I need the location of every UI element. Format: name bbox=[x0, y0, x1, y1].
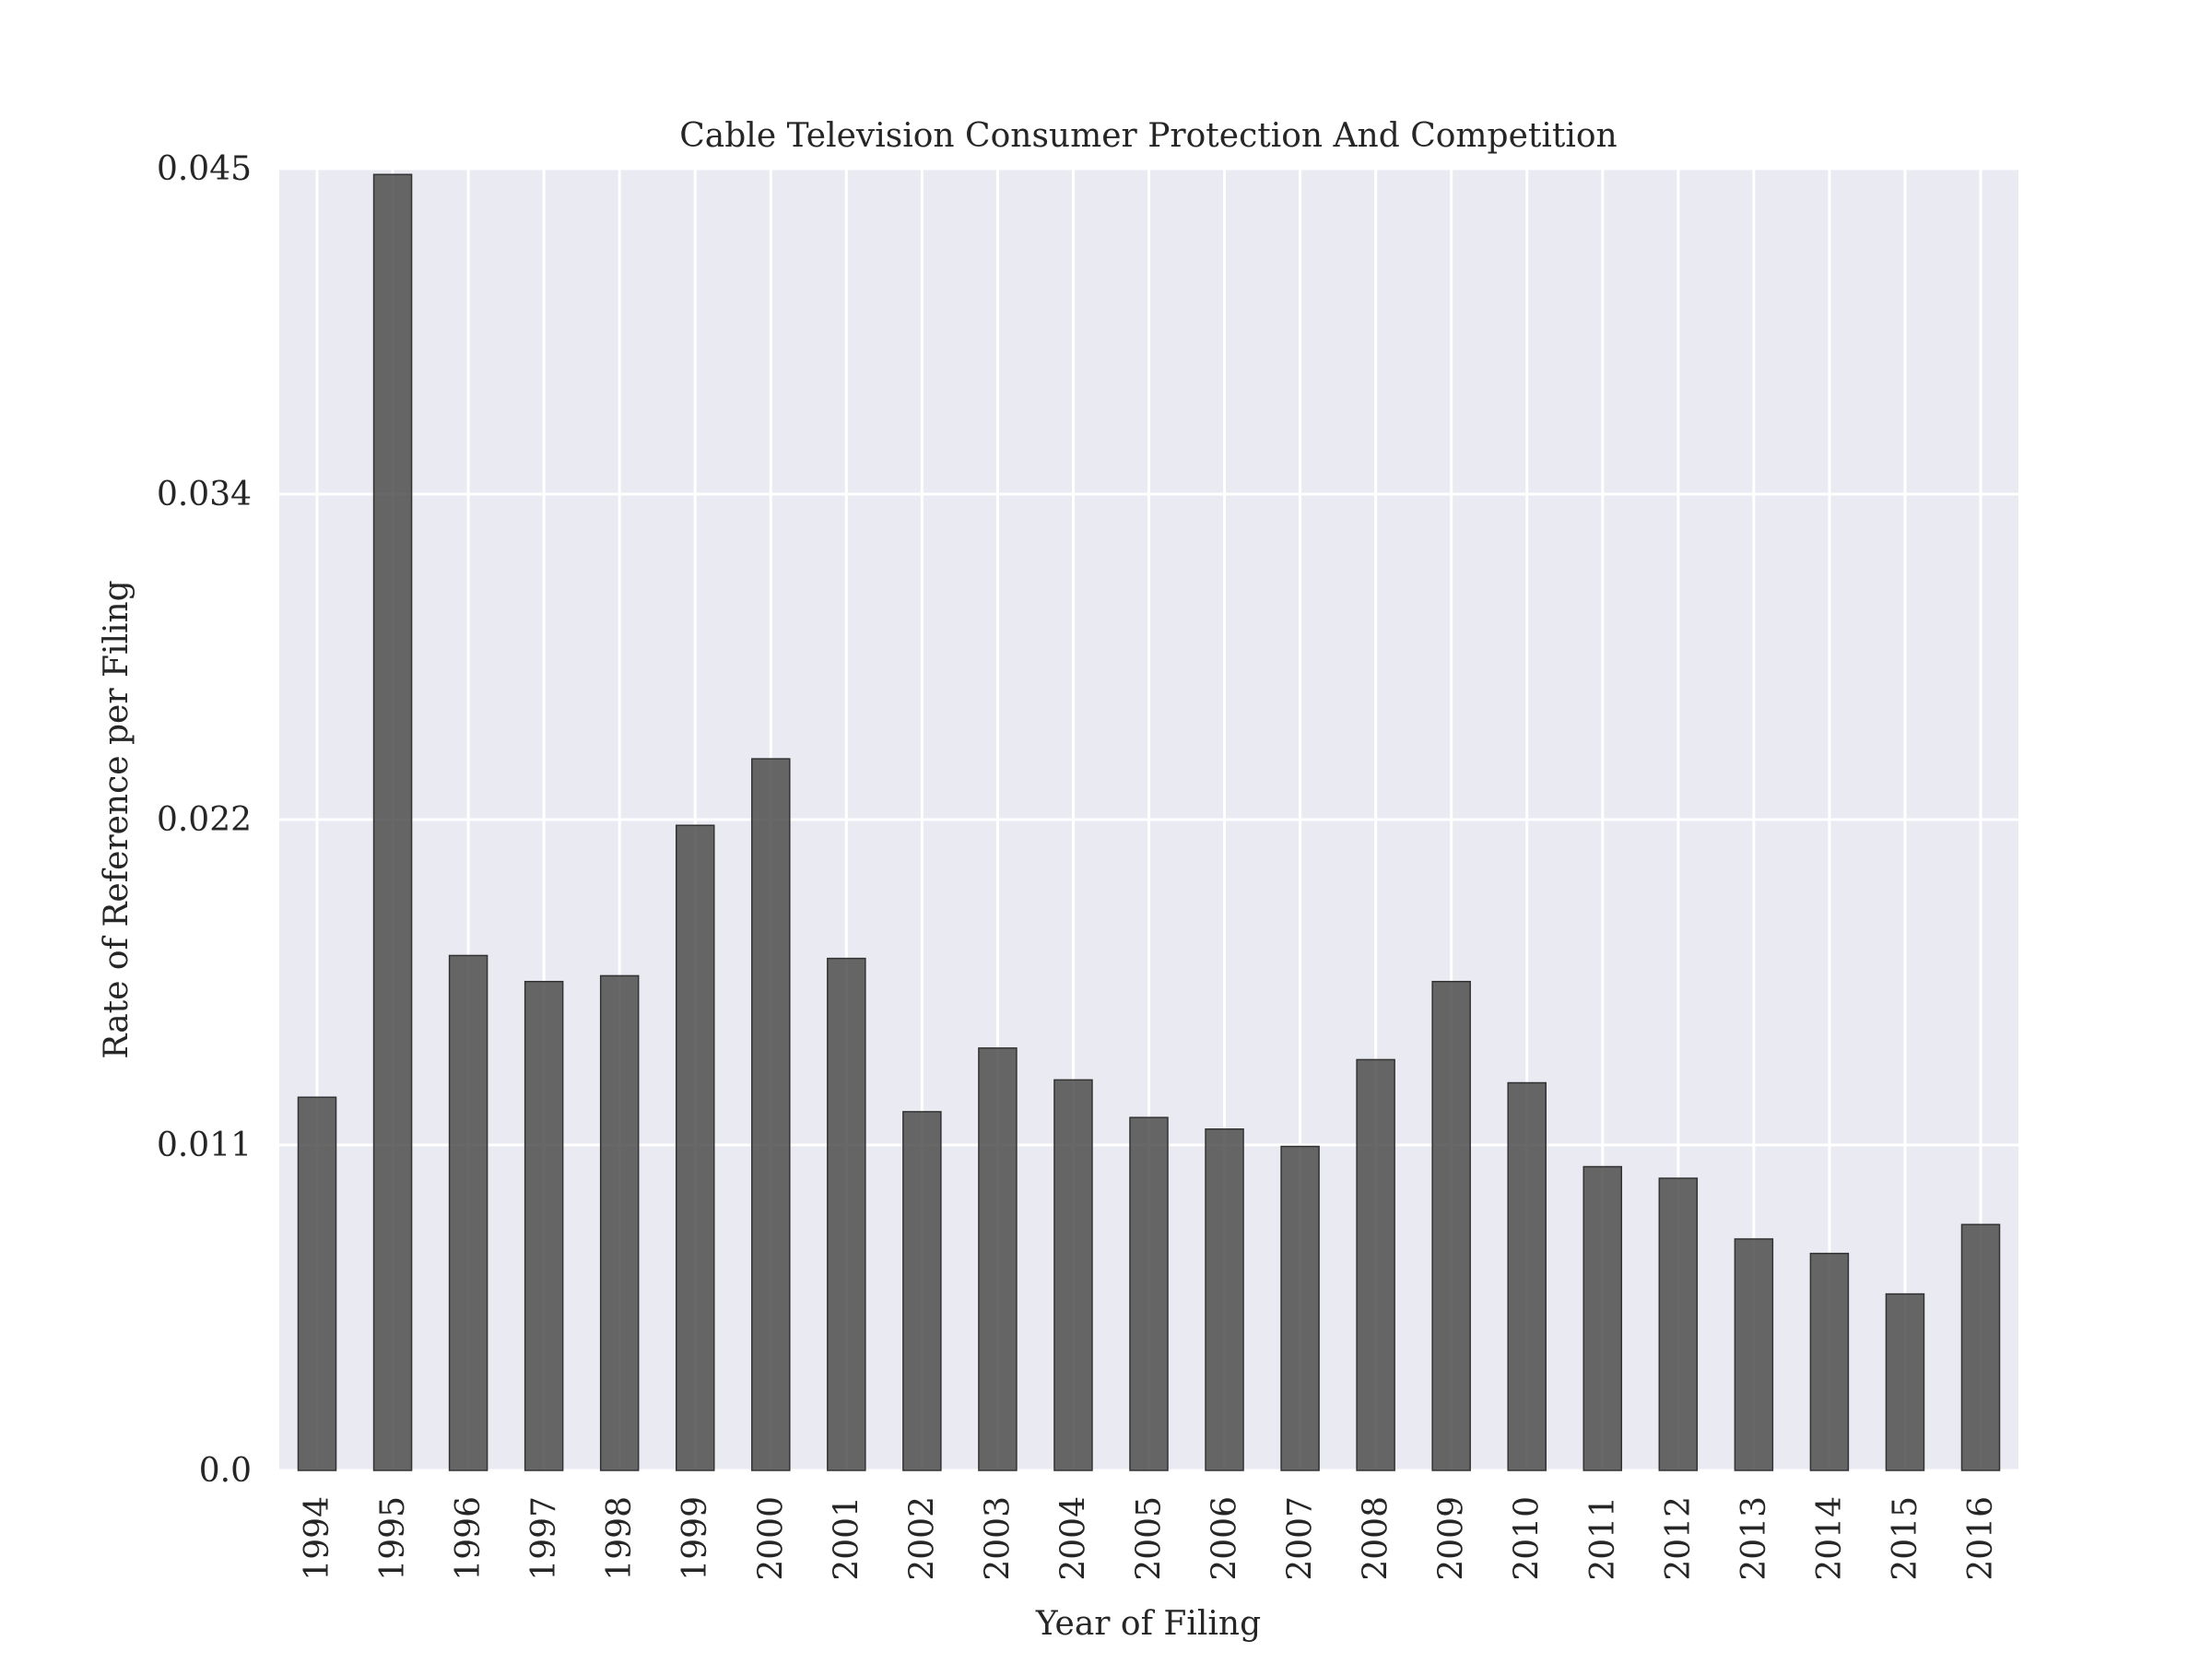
x-tick-label: 2007 bbox=[1282, 1496, 1320, 1581]
x-tick-label: 1998 bbox=[601, 1496, 639, 1581]
bar-2015 bbox=[1885, 1292, 1925, 1471]
bar-1996 bbox=[448, 954, 488, 1471]
x-tick-label: 2011 bbox=[1584, 1496, 1622, 1581]
x-tick-label: 2003 bbox=[979, 1496, 1017, 1581]
y-tick-labels: 0.0 0.011 0.022 0.034 0.045 bbox=[157, 150, 252, 1490]
x-tick-label: 2010 bbox=[1509, 1496, 1547, 1581]
bar-2002 bbox=[902, 1111, 942, 1471]
y-tick-label: 0.0 bbox=[199, 1452, 252, 1490]
bar-2008 bbox=[1356, 1058, 1395, 1471]
x-tick-label: 1999 bbox=[677, 1496, 714, 1581]
bar-2007 bbox=[1280, 1145, 1320, 1471]
y-tick-label: 0.011 bbox=[157, 1127, 252, 1164]
x-tick-label: 2004 bbox=[1054, 1496, 1092, 1581]
x-tick-label: 2006 bbox=[1206, 1496, 1244, 1581]
bar-2011 bbox=[1583, 1165, 1623, 1471]
x-axis-label: Year of Filing bbox=[1035, 1605, 1261, 1643]
x-tick-label: 2002 bbox=[903, 1496, 941, 1581]
x-tick-label: 2013 bbox=[1735, 1496, 1773, 1581]
bar-1994 bbox=[297, 1096, 337, 1471]
bar-1997 bbox=[524, 980, 564, 1471]
bar-1995 bbox=[372, 173, 413, 1471]
y-tick-label: 0.034 bbox=[157, 476, 252, 513]
x-tick-label: 2009 bbox=[1433, 1496, 1471, 1581]
x-tick-label: 1995 bbox=[374, 1496, 412, 1581]
x-tick-label: 2015 bbox=[1887, 1496, 1924, 1581]
bars bbox=[297, 173, 2001, 1471]
x-tick-labels: 1994 1995 1996 1997 1998 1999 2000 2001 2002 2003… bbox=[299, 1496, 2000, 1581]
chart-title: Cable Television Consumer Protection And… bbox=[679, 117, 1617, 155]
bar-2009 bbox=[1431, 980, 1471, 1471]
y-tick-label: 0.045 bbox=[157, 150, 252, 188]
bar-2016 bbox=[1960, 1223, 2001, 1471]
y-axis-label: Rate of Reference per Filing bbox=[98, 580, 135, 1058]
x-tick-label: 2008 bbox=[1358, 1496, 1395, 1581]
bar-2000 bbox=[751, 758, 791, 1471]
bar-2010 bbox=[1507, 1081, 1547, 1471]
x-tick-label: 2005 bbox=[1131, 1496, 1169, 1581]
x-tick-label: 1997 bbox=[525, 1496, 563, 1581]
x-tick-label: 1996 bbox=[450, 1496, 488, 1581]
bar-2006 bbox=[1205, 1127, 1244, 1471]
bar-2003 bbox=[978, 1047, 1018, 1471]
bar-1999 bbox=[675, 824, 715, 1471]
bar-2014 bbox=[1809, 1252, 1850, 1471]
x-tick-label: 2000 bbox=[752, 1496, 790, 1581]
bar-2013 bbox=[1734, 1238, 1774, 1471]
x-tick-label: 2016 bbox=[1962, 1496, 2000, 1581]
bar-2001 bbox=[827, 957, 866, 1471]
x-tick-label: 1994 bbox=[299, 1496, 336, 1581]
x-tick-label: 2014 bbox=[1811, 1496, 1849, 1581]
bar-2012 bbox=[1658, 1177, 1699, 1471]
y-tick-label: 0.022 bbox=[157, 801, 252, 839]
bar-1998 bbox=[599, 974, 640, 1471]
bar-2005 bbox=[1129, 1116, 1169, 1471]
x-tick-label: 2001 bbox=[828, 1496, 865, 1581]
x-tick-label: 2012 bbox=[1660, 1496, 1698, 1581]
bar-2004 bbox=[1053, 1079, 1093, 1471]
